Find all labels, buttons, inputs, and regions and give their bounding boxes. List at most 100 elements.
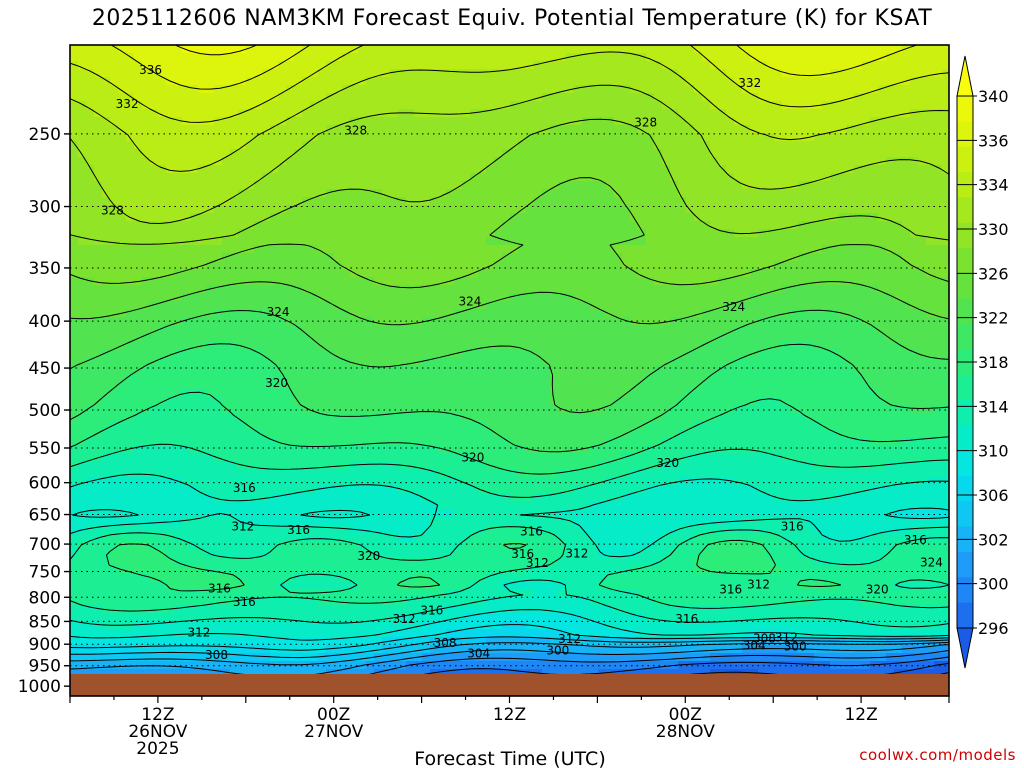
field-band bbox=[598, 669, 711, 678]
contour-328 bbox=[70, 118, 949, 245]
field-band bbox=[918, 157, 949, 166]
colorbar-segment bbox=[957, 374, 973, 401]
field-band bbox=[782, 565, 949, 574]
field-band bbox=[542, 669, 599, 678]
field-band bbox=[278, 365, 551, 374]
field-band bbox=[78, 461, 239, 470]
field-band bbox=[134, 413, 239, 422]
field-band bbox=[70, 77, 111, 86]
field-band bbox=[838, 309, 927, 318]
field-band bbox=[246, 141, 303, 150]
field-band bbox=[886, 157, 919, 166]
field-band bbox=[462, 477, 607, 486]
field-band bbox=[118, 85, 199, 94]
field-band bbox=[670, 549, 703, 558]
field-band bbox=[462, 541, 503, 550]
field-band bbox=[886, 461, 949, 470]
field-band bbox=[198, 165, 279, 174]
field-band bbox=[182, 293, 319, 302]
field-band bbox=[734, 405, 791, 414]
y-tick-label: 700 bbox=[29, 535, 61, 555]
field-band bbox=[614, 245, 823, 254]
contour-label: 312 bbox=[558, 632, 581, 646]
field-band bbox=[654, 141, 711, 150]
theta-e-filled-field bbox=[70, 45, 949, 696]
field-band bbox=[606, 405, 671, 414]
field-band bbox=[430, 645, 743, 654]
field-band bbox=[70, 509, 455, 518]
colorbar-tick-label: 306 bbox=[978, 486, 1009, 505]
field-band bbox=[646, 445, 949, 454]
field-band bbox=[550, 381, 639, 390]
field-band bbox=[630, 85, 695, 94]
credit-link[interactable]: coolwx.com/models bbox=[859, 746, 1016, 764]
field-band bbox=[262, 69, 319, 78]
contour-label: 320 bbox=[866, 583, 889, 597]
field-band bbox=[526, 205, 631, 214]
colorbar: 296 300 302 306 310 314 318 322 326 330 334 336 340 bbox=[956, 55, 1009, 669]
contour-label: 312 bbox=[231, 520, 254, 534]
field-band bbox=[302, 405, 559, 414]
field-band bbox=[70, 581, 167, 590]
field-band bbox=[502, 541, 527, 550]
field-band bbox=[814, 557, 879, 566]
field-band bbox=[526, 445, 591, 454]
field-band bbox=[758, 349, 839, 358]
field-band bbox=[638, 589, 949, 598]
contour-label: 308 bbox=[753, 631, 776, 645]
field-band bbox=[862, 373, 949, 382]
field-band bbox=[70, 437, 87, 446]
field-band bbox=[430, 637, 487, 646]
field-band bbox=[758, 669, 895, 678]
field-band bbox=[318, 133, 527, 142]
field-band bbox=[206, 261, 343, 270]
field-band bbox=[190, 213, 271, 222]
field-band bbox=[70, 373, 127, 382]
field-band bbox=[278, 541, 359, 550]
field-band bbox=[222, 237, 487, 246]
field-band bbox=[102, 605, 175, 614]
field-band bbox=[70, 125, 119, 134]
field-band bbox=[894, 541, 949, 550]
field-band bbox=[110, 549, 167, 558]
field-band bbox=[222, 253, 335, 262]
field-band bbox=[534, 493, 623, 502]
field-band bbox=[350, 117, 583, 126]
field-band bbox=[566, 541, 599, 550]
field-band bbox=[486, 597, 591, 606]
field-band bbox=[150, 573, 239, 582]
contour-320 bbox=[70, 343, 949, 453]
contour-label: 336 bbox=[139, 63, 162, 77]
field-band bbox=[446, 189, 543, 198]
field-band bbox=[78, 541, 119, 550]
field-band bbox=[230, 149, 295, 158]
field-band bbox=[174, 605, 439, 614]
field-band bbox=[230, 197, 303, 206]
field-band bbox=[678, 525, 815, 534]
field-band bbox=[486, 525, 535, 534]
field-band bbox=[118, 125, 271, 134]
field-band bbox=[126, 133, 255, 142]
colorbar-tick-label: 340 bbox=[978, 87, 1009, 106]
colorbar-segment bbox=[957, 501, 973, 528]
field-band bbox=[382, 189, 447, 198]
field-band bbox=[486, 301, 591, 310]
field-band bbox=[454, 277, 655, 286]
field-band bbox=[790, 629, 949, 638]
field-band bbox=[534, 349, 687, 358]
field-band bbox=[70, 541, 79, 550]
colorbar-segment bbox=[957, 450, 973, 477]
field-band bbox=[334, 301, 487, 310]
field-band bbox=[70, 469, 439, 478]
field-band bbox=[750, 269, 927, 278]
field-band bbox=[238, 189, 327, 198]
field-band bbox=[182, 317, 287, 326]
field-band bbox=[726, 301, 911, 310]
field-band bbox=[102, 181, 255, 190]
field-band bbox=[702, 53, 751, 62]
field-band bbox=[878, 621, 943, 630]
field-band bbox=[206, 549, 271, 558]
contour-label: 312 bbox=[187, 626, 210, 640]
y-tick-label: 900 bbox=[29, 635, 61, 655]
field-band bbox=[70, 557, 111, 566]
